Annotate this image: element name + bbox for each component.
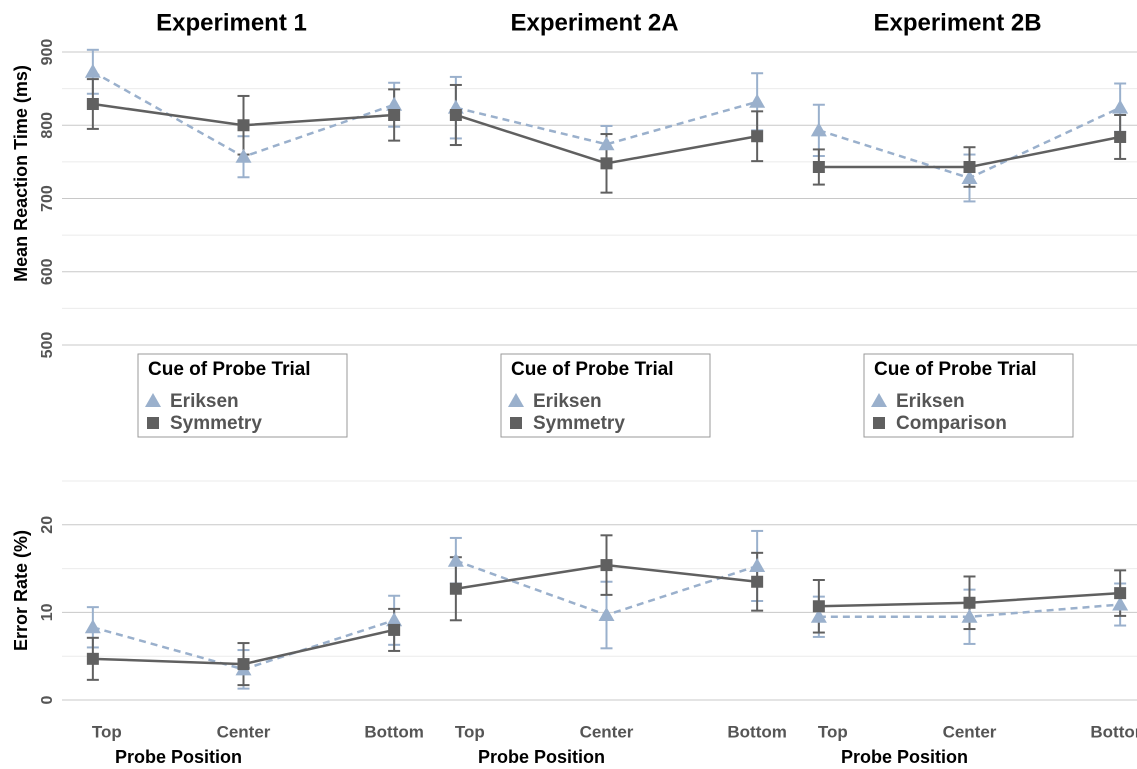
x-tick-label: Top [92, 722, 122, 741]
point [1112, 596, 1129, 611]
point [388, 623, 401, 636]
x-tick-label: Center [943, 722, 997, 741]
point [1112, 99, 1129, 114]
point [386, 96, 403, 111]
x-axis-label: Probe Position [478, 747, 605, 767]
x-tick-label: Bottom [364, 722, 423, 741]
point [237, 119, 250, 132]
legend-label: Eriksen [533, 391, 602, 412]
point [961, 608, 978, 623]
y-tick-label: 500 [39, 332, 56, 359]
panel-title: Experiment 2B [873, 9, 1041, 36]
legend-marker [508, 393, 524, 407]
legend-marker [510, 417, 522, 429]
x-axis-label: Probe Position [841, 747, 968, 767]
legend-title: Cue of Probe Trial [148, 359, 311, 380]
y-tick-label: 20 [39, 516, 56, 534]
point [810, 122, 827, 137]
y-tick-label: 0 [39, 695, 56, 704]
point [449, 108, 462, 121]
point [598, 607, 615, 622]
legend-marker [147, 417, 159, 429]
panel-title: Experiment 1 [156, 9, 307, 36]
legend-box [137, 353, 348, 438]
y-tick-label: 10 [39, 603, 56, 621]
y-tick-label: 800 [39, 112, 56, 139]
legend-title: Cue of Probe Trial [511, 359, 674, 380]
x-tick-label: Bottom [727, 722, 786, 741]
point [1114, 130, 1127, 143]
point [963, 161, 976, 174]
x-tick-label: Bottom [1090, 722, 1137, 741]
point [235, 148, 252, 163]
legend-marker [871, 393, 887, 407]
grid [62, 51, 1137, 701]
x-tick-label: Top [455, 722, 485, 741]
point [749, 93, 766, 108]
x-tick-label: Top [818, 722, 848, 741]
point [961, 169, 978, 184]
point [237, 658, 250, 671]
legend-label: Comparison [896, 413, 1007, 434]
point [388, 108, 401, 121]
legend-marker [873, 417, 885, 429]
point [1114, 587, 1127, 600]
x-tick-label: Center [580, 722, 634, 741]
point [84, 63, 101, 78]
point [386, 612, 403, 627]
legend-box [863, 353, 1074, 438]
point [86, 98, 99, 111]
legend-box [500, 353, 711, 438]
legend-marker [145, 393, 161, 407]
legend-label: Symmetry [533, 413, 625, 434]
point [963, 596, 976, 609]
y-axis-label: Mean Reaction Time (ms) [11, 65, 31, 282]
legend-title: Cue of Probe Trial [874, 359, 1037, 380]
point [751, 130, 764, 143]
point [84, 619, 101, 634]
point [810, 608, 827, 623]
x-tick-label: Center [217, 722, 271, 741]
point [751, 575, 764, 588]
point [600, 559, 613, 572]
point [447, 552, 464, 567]
panel-title: Experiment 2A [510, 9, 678, 36]
point [449, 582, 462, 595]
y-tick-label: 600 [39, 258, 56, 285]
point [598, 136, 615, 151]
y-tick-label: 900 [39, 39, 56, 66]
point [812, 600, 825, 613]
point [86, 652, 99, 665]
y-tick-label: 700 [39, 185, 56, 212]
legend-label: Eriksen [170, 391, 239, 412]
series-line [455, 100, 758, 146]
marks [84, 63, 1129, 676]
y-axis-label: Error Rate (%) [11, 530, 31, 651]
point [749, 557, 766, 572]
x-axis-label: Probe Position [115, 747, 242, 767]
legend-label: Symmetry [170, 413, 262, 434]
point [600, 157, 613, 170]
legend-label: Eriksen [896, 391, 965, 412]
point [812, 161, 825, 174]
